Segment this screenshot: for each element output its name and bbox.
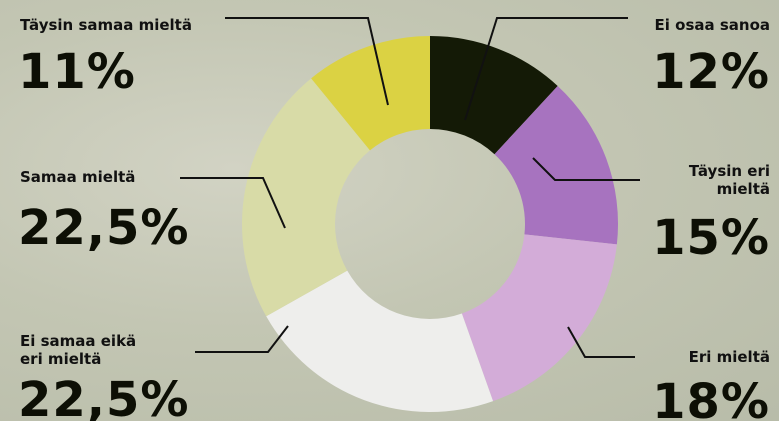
category-label: Ei osaa sanoa	[620, 16, 770, 34]
value-label: 11%	[18, 48, 136, 96]
value-label: 22,5%	[18, 204, 190, 252]
category-label: Täysin samaa mieltä	[20, 16, 220, 34]
category-label: Ei samaa eikä eri mieltä	[20, 332, 160, 368]
value-label: 18%	[652, 378, 770, 421]
category-label: Samaa mieltä	[20, 168, 180, 186]
leader-line	[195, 326, 288, 352]
chart: Ei osaa sanoa 12% Täysin eri mieltä 15% Eri …	[0, 0, 779, 421]
donut-segment	[462, 234, 617, 401]
category-label: Täysin eri mieltä	[680, 162, 770, 198]
value-label: 15%	[652, 214, 770, 262]
value-label: 12%	[652, 48, 770, 96]
category-label: Eri mieltä	[620, 348, 770, 366]
value-label: 22,5%	[18, 376, 190, 421]
